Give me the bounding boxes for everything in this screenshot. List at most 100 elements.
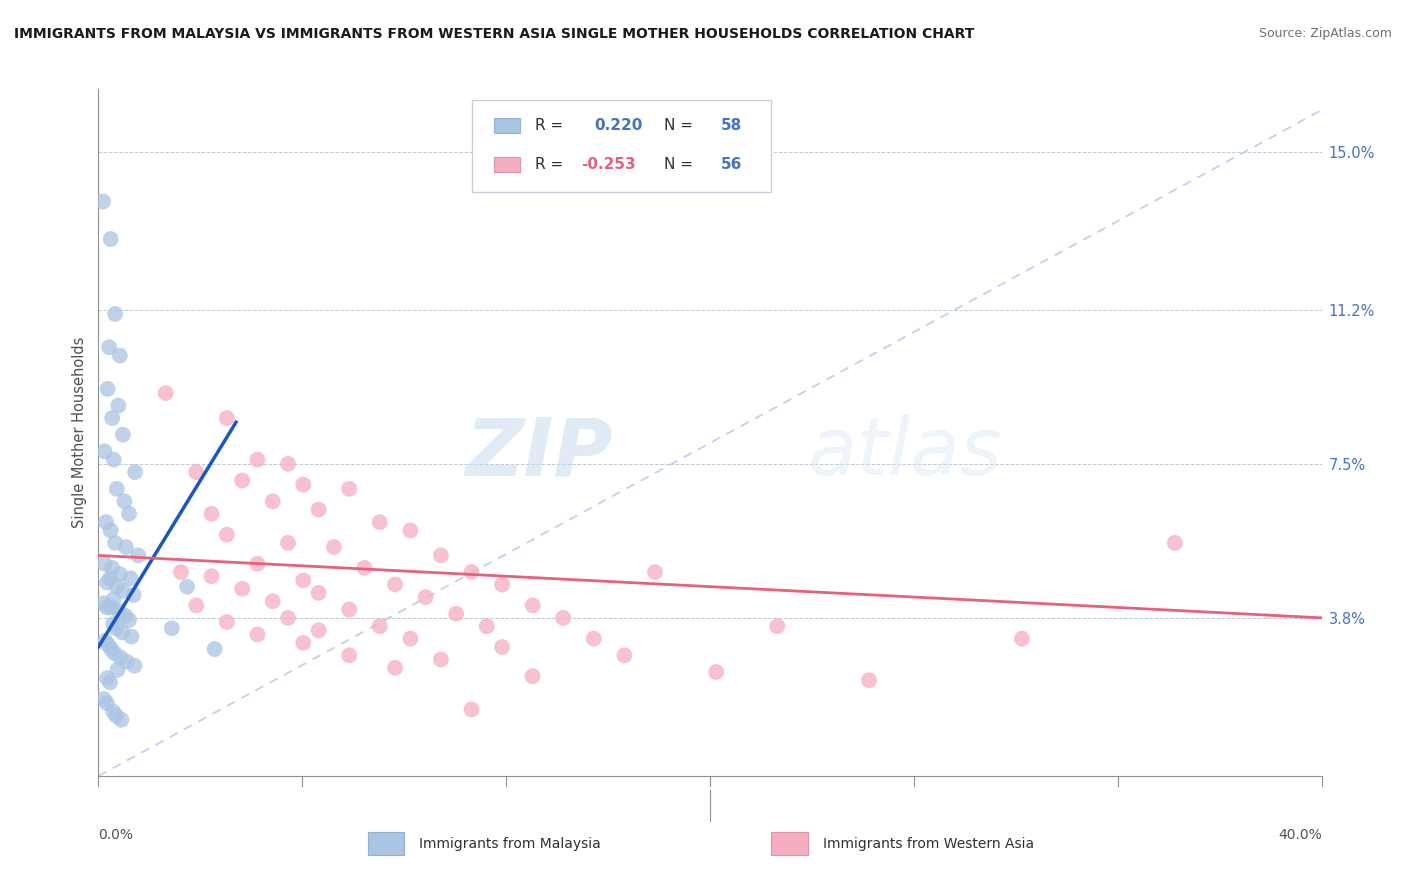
Point: [155, 386, 177, 401]
Point: [114, 608, 136, 623]
Text: R =: R =: [536, 157, 568, 172]
Text: R =: R =: [536, 118, 568, 133]
Point: [186, 599, 208, 613]
Point: [522, 599, 544, 613]
Y-axis label: Single Mother Households: Single Mother Households: [72, 337, 87, 528]
Point: [118, 507, 141, 521]
Point: [231, 582, 253, 596]
Point: [430, 652, 453, 666]
Point: [93, 692, 115, 706]
Point: [337, 482, 360, 496]
Point: [246, 452, 269, 467]
Point: [384, 577, 406, 591]
Point: [766, 619, 789, 633]
Bar: [772, 832, 808, 855]
Point: [246, 557, 269, 571]
Point: [368, 515, 391, 529]
Point: [644, 565, 666, 579]
Point: [115, 655, 138, 669]
Point: [553, 611, 575, 625]
Point: [105, 708, 128, 723]
Point: [415, 590, 437, 604]
Text: N =: N =: [664, 118, 697, 133]
Point: [98, 340, 121, 354]
Point: [613, 648, 636, 663]
Point: [105, 482, 128, 496]
Point: [277, 457, 299, 471]
Point: [200, 507, 222, 521]
Point: [215, 615, 238, 629]
Point: [115, 540, 138, 554]
Point: [100, 232, 122, 246]
Point: [176, 580, 198, 594]
Point: [460, 565, 482, 579]
Point: [120, 630, 142, 644]
Point: [91, 194, 114, 209]
Point: [94, 633, 117, 648]
Point: [108, 349, 131, 363]
Point: [124, 465, 146, 479]
Point: [170, 565, 193, 579]
Point: [582, 632, 605, 646]
Point: [110, 713, 132, 727]
Point: [186, 465, 208, 479]
Point: [111, 625, 134, 640]
Text: -0.253: -0.253: [582, 157, 637, 172]
Point: [475, 619, 498, 633]
Point: [858, 673, 880, 688]
Point: [96, 671, 118, 685]
Point: [101, 705, 124, 719]
Point: [246, 627, 269, 641]
Text: Immigrants from Malaysia: Immigrants from Malaysia: [419, 837, 600, 851]
Text: atlas: atlas: [808, 414, 1002, 492]
Text: Immigrants from Western Asia: Immigrants from Western Asia: [823, 837, 1033, 851]
Point: [105, 580, 128, 594]
Point: [204, 642, 226, 657]
Point: [308, 586, 330, 600]
Point: [215, 527, 238, 541]
Point: [93, 596, 115, 610]
Point: [292, 477, 315, 491]
Point: [98, 571, 121, 585]
Point: [97, 638, 120, 652]
FancyBboxPatch shape: [494, 157, 520, 172]
Point: [522, 669, 544, 683]
Point: [98, 675, 121, 690]
Point: [111, 583, 134, 598]
Text: 56: 56: [721, 157, 742, 172]
Point: [337, 648, 360, 663]
Point: [100, 600, 122, 615]
Point: [108, 605, 131, 619]
Point: [1011, 632, 1033, 646]
Point: [94, 515, 117, 529]
Point: [122, 588, 145, 602]
Point: [399, 524, 422, 538]
Point: [277, 611, 299, 625]
Point: [322, 540, 344, 554]
Text: ZIP: ZIP: [465, 414, 612, 492]
Point: [100, 524, 122, 538]
Point: [337, 602, 360, 616]
Point: [308, 502, 330, 516]
Point: [127, 549, 149, 563]
FancyBboxPatch shape: [471, 100, 772, 193]
Point: [96, 600, 118, 615]
Point: [96, 696, 118, 710]
Point: [93, 444, 115, 458]
FancyBboxPatch shape: [494, 118, 520, 133]
Point: [200, 569, 222, 583]
Point: [124, 658, 146, 673]
Point: [399, 632, 422, 646]
Text: 40.0%: 40.0%: [1278, 828, 1322, 841]
Point: [444, 607, 467, 621]
Point: [120, 571, 142, 585]
Text: N =: N =: [664, 157, 697, 172]
Point: [110, 650, 132, 665]
Point: [460, 702, 482, 716]
Point: [118, 613, 141, 627]
Point: [104, 307, 127, 321]
Point: [215, 411, 238, 425]
Point: [292, 574, 315, 588]
Point: [107, 399, 129, 413]
Point: [93, 557, 115, 571]
